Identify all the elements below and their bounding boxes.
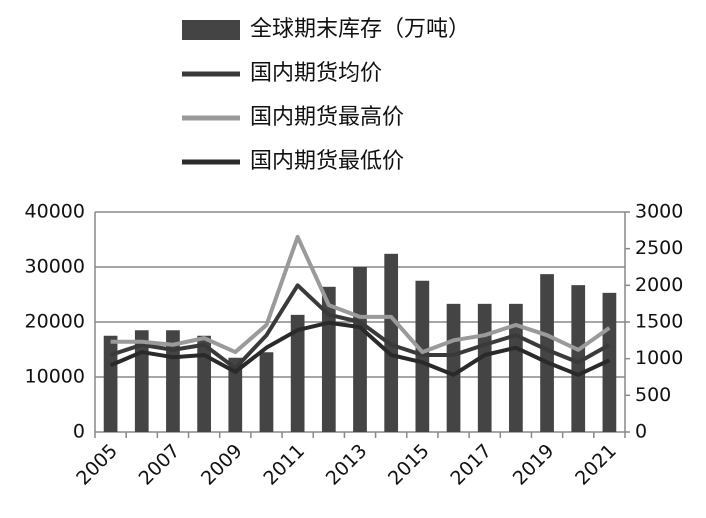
bar	[259, 352, 274, 432]
y-tick-label: 20000	[25, 311, 85, 333]
legend-label: 国内期货最高价	[250, 105, 404, 130]
legend-label: 全球期末库存（万吨）	[250, 17, 470, 42]
x-tick-label: 2017	[446, 440, 496, 490]
bar	[602, 292, 617, 432]
y2-tick-label: 2500	[635, 237, 683, 259]
y2-tick-label: 1000	[635, 347, 683, 369]
x-tick-label: 2009	[197, 440, 247, 490]
legend-label: 国内期货均价	[250, 61, 382, 86]
bar	[446, 303, 461, 432]
bar	[290, 314, 305, 432]
y-tick-label: 10000	[25, 366, 85, 388]
y2-tick-label: 0	[635, 421, 647, 443]
bar	[228, 357, 243, 432]
y2-tick-label: 2000	[635, 274, 683, 296]
x-tick-label: 2021	[571, 440, 621, 490]
legend-label: 国内期货最低价	[250, 149, 404, 174]
bar	[353, 267, 367, 432]
x-tick-label: 2015	[384, 440, 434, 490]
x-tick-label: 2005	[72, 440, 122, 490]
y2-tick-label: 500	[635, 384, 671, 406]
bar	[540, 274, 554, 432]
line	[110, 234, 611, 355]
y-tick-label: 40000	[25, 201, 85, 223]
x-tick-label: 2013	[322, 440, 372, 490]
y-tick-label: 30000	[25, 256, 85, 278]
y-tick-label: 0	[73, 421, 85, 443]
bar	[477, 303, 492, 432]
line	[109, 320, 611, 377]
bar	[103, 335, 118, 432]
x-tick-label: 2011	[259, 440, 309, 490]
y2-tick-label: 3000	[635, 201, 683, 223]
x-tick-label: 2019	[509, 440, 559, 490]
legend-swatch	[182, 20, 240, 40]
y2-tick-label: 1500	[635, 311, 683, 333]
line	[109, 283, 611, 371]
bar	[571, 285, 586, 432]
x-tick-label: 2007	[135, 440, 185, 490]
bar	[197, 335, 211, 432]
